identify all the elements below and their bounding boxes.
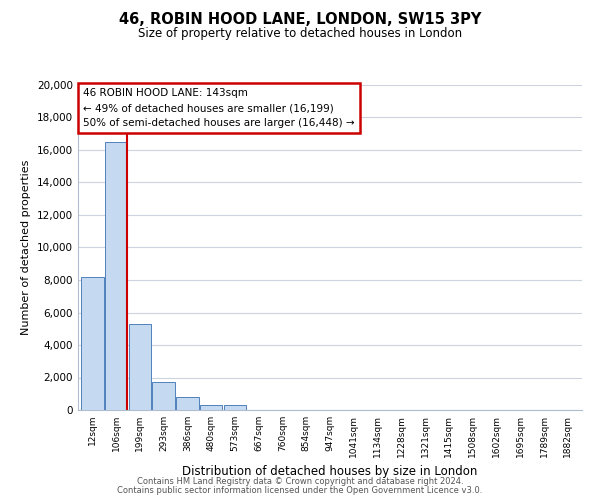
Bar <box>200 405 223 410</box>
Bar <box>81 276 104 410</box>
Text: Size of property relative to detached houses in London: Size of property relative to detached ho… <box>138 28 462 40</box>
Bar <box>224 405 246 410</box>
Y-axis label: Number of detached properties: Number of detached properties <box>22 160 31 335</box>
X-axis label: Distribution of detached houses by size in London: Distribution of detached houses by size … <box>182 466 478 478</box>
Bar <box>105 142 127 410</box>
Text: 46 ROBIN HOOD LANE: 143sqm
← 49% of detached houses are smaller (16,199)
50% of : 46 ROBIN HOOD LANE: 143sqm ← 49% of deta… <box>83 88 355 128</box>
Text: Contains public sector information licensed under the Open Government Licence v3: Contains public sector information licen… <box>118 486 482 495</box>
Text: Contains HM Land Registry data © Crown copyright and database right 2024.: Contains HM Land Registry data © Crown c… <box>137 477 463 486</box>
Bar <box>128 324 151 410</box>
Bar <box>152 382 175 410</box>
Bar <box>176 397 199 410</box>
Text: 46, ROBIN HOOD LANE, LONDON, SW15 3PY: 46, ROBIN HOOD LANE, LONDON, SW15 3PY <box>119 12 481 28</box>
